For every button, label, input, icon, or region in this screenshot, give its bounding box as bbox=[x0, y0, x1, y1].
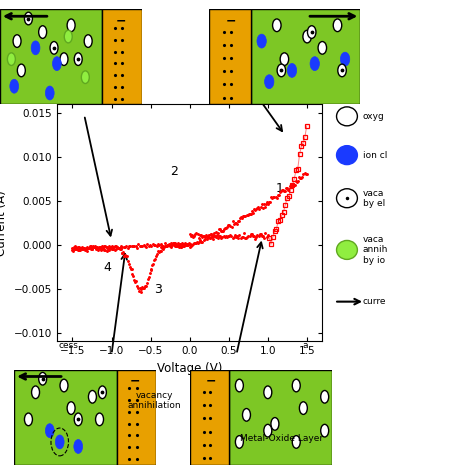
Circle shape bbox=[10, 79, 18, 93]
Circle shape bbox=[89, 391, 96, 403]
Text: cess: cess bbox=[58, 341, 78, 350]
Circle shape bbox=[74, 53, 82, 65]
Bar bbox=[229, 370, 332, 465]
Circle shape bbox=[60, 53, 68, 65]
Circle shape bbox=[55, 435, 64, 449]
Text: −: − bbox=[130, 374, 140, 388]
Circle shape bbox=[60, 379, 68, 392]
Circle shape bbox=[321, 424, 328, 437]
Bar bbox=[14, 370, 117, 465]
Text: oxyg: oxyg bbox=[363, 112, 384, 121]
Circle shape bbox=[337, 189, 357, 208]
Circle shape bbox=[321, 391, 328, 403]
Circle shape bbox=[264, 75, 274, 89]
Circle shape bbox=[287, 64, 297, 77]
Text: −: − bbox=[116, 14, 126, 27]
Text: 4: 4 bbox=[104, 261, 111, 274]
Circle shape bbox=[333, 19, 342, 32]
Circle shape bbox=[74, 413, 82, 426]
Text: ion cl: ion cl bbox=[363, 151, 387, 160]
X-axis label: Voltage (V): Voltage (V) bbox=[157, 362, 222, 374]
Circle shape bbox=[64, 30, 72, 43]
Circle shape bbox=[236, 379, 243, 392]
Text: curre: curre bbox=[363, 297, 386, 306]
Circle shape bbox=[292, 379, 300, 392]
Circle shape bbox=[53, 57, 61, 71]
Circle shape bbox=[67, 19, 75, 32]
Circle shape bbox=[338, 64, 346, 77]
Circle shape bbox=[264, 386, 272, 399]
Circle shape bbox=[74, 439, 82, 454]
Circle shape bbox=[340, 52, 350, 66]
Circle shape bbox=[318, 42, 327, 54]
Circle shape bbox=[39, 26, 46, 38]
Circle shape bbox=[337, 240, 357, 259]
Circle shape bbox=[46, 86, 54, 100]
Circle shape bbox=[13, 35, 21, 47]
Text: vaca
annih
by io: vaca annih by io bbox=[363, 235, 388, 265]
Circle shape bbox=[280, 53, 289, 65]
Circle shape bbox=[46, 424, 54, 438]
Text: −: − bbox=[226, 14, 237, 27]
Circle shape bbox=[96, 413, 103, 426]
Circle shape bbox=[84, 35, 92, 47]
Circle shape bbox=[300, 402, 307, 414]
Circle shape bbox=[50, 42, 58, 54]
Circle shape bbox=[82, 71, 89, 83]
Circle shape bbox=[25, 413, 32, 426]
Text: vaca
by el: vaca by el bbox=[363, 189, 385, 208]
Circle shape bbox=[243, 409, 250, 421]
Y-axis label: Current (A): Current (A) bbox=[0, 190, 8, 255]
Text: 3: 3 bbox=[155, 283, 162, 296]
Circle shape bbox=[337, 146, 357, 164]
Circle shape bbox=[236, 436, 243, 448]
Bar bbox=[251, 9, 360, 104]
Text: Metal-Oxide Layer: Metal-Oxide Layer bbox=[240, 434, 324, 443]
Circle shape bbox=[277, 64, 286, 77]
Text: a: a bbox=[303, 341, 308, 350]
Circle shape bbox=[273, 19, 281, 32]
Circle shape bbox=[8, 53, 15, 65]
Circle shape bbox=[264, 424, 272, 437]
Bar bbox=[190, 370, 229, 465]
Bar bbox=[102, 9, 142, 104]
Circle shape bbox=[308, 26, 316, 38]
Circle shape bbox=[25, 12, 32, 25]
Text: −: − bbox=[206, 374, 216, 388]
Circle shape bbox=[67, 402, 75, 414]
Circle shape bbox=[31, 41, 40, 55]
Circle shape bbox=[292, 436, 300, 448]
Bar bbox=[117, 370, 156, 465]
Circle shape bbox=[32, 386, 39, 399]
Circle shape bbox=[39, 373, 46, 385]
Text: vacancy
annihilation: vacancy annihilation bbox=[127, 391, 181, 410]
Circle shape bbox=[99, 386, 106, 399]
Text: 2: 2 bbox=[170, 164, 178, 177]
Circle shape bbox=[303, 30, 311, 43]
Bar bbox=[209, 9, 251, 104]
Circle shape bbox=[257, 34, 266, 48]
Text: 1: 1 bbox=[275, 182, 283, 195]
Circle shape bbox=[337, 107, 357, 126]
Circle shape bbox=[18, 64, 25, 77]
Circle shape bbox=[310, 57, 319, 71]
Bar bbox=[0, 9, 102, 104]
Circle shape bbox=[271, 418, 279, 430]
